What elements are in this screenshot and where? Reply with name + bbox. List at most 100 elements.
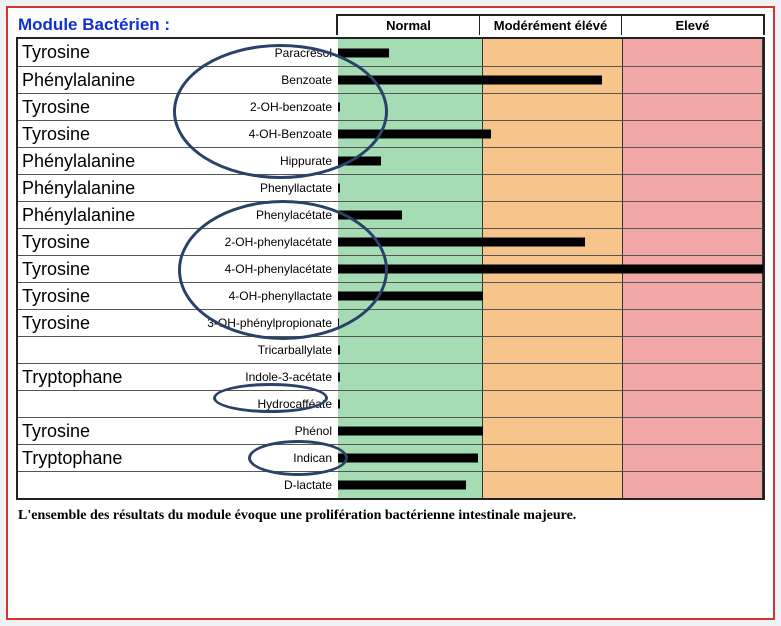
- row-bars: [338, 418, 763, 444]
- zone: [483, 121, 623, 147]
- zone: [623, 445, 763, 471]
- row-label: 4-OH-phenylacétate: [173, 256, 338, 282]
- row-prefix: Tyrosine: [18, 418, 173, 444]
- value-bar: [338, 400, 340, 409]
- zone: [338, 310, 483, 336]
- zone: [623, 472, 763, 498]
- data-row: TryptophaneIndole-3-acétate: [18, 363, 763, 390]
- data-row: Tyrosine3-OH-phénylpropionate: [18, 309, 763, 336]
- row-label: Indican: [173, 445, 338, 471]
- value-bar: [338, 427, 483, 436]
- value-bar: [338, 157, 381, 166]
- value-bar: [338, 373, 340, 382]
- value-bar: [338, 103, 340, 112]
- zone: [483, 364, 623, 390]
- value-bar: [338, 238, 585, 247]
- scale-col-high: Elevé: [622, 16, 763, 35]
- zone: [483, 337, 623, 363]
- data-row: Hydrocafféate: [18, 390, 763, 417]
- row-label: Phenyllactate: [173, 175, 338, 201]
- value-bar: [338, 481, 466, 490]
- zone: [338, 175, 483, 201]
- row-prefix: Tryptophane: [18, 364, 173, 390]
- data-row: TyrosineParacresol: [18, 39, 763, 66]
- row-prefix: Tyrosine: [18, 283, 173, 309]
- data-row: Tyrosine4-OH-phenyllactate: [18, 282, 763, 309]
- row-label: Tricarballylate: [173, 337, 338, 363]
- row-prefix: Phénylalanine: [18, 67, 173, 93]
- row-prefix: Phénylalanine: [18, 148, 173, 174]
- row-bars: [338, 202, 763, 228]
- row-prefix: [18, 391, 173, 417]
- row-bars: [338, 364, 763, 390]
- zone: [623, 148, 763, 174]
- row-bars: [338, 337, 763, 363]
- row-label: Hydrocafféate: [173, 391, 338, 417]
- rows-container: TyrosineParacresolPhénylalanineBenzoateT…: [16, 37, 765, 500]
- zone: [483, 39, 623, 66]
- value-bar: [338, 48, 389, 57]
- row-prefix: Tyrosine: [18, 39, 173, 66]
- zone: [483, 175, 623, 201]
- row-bars: [338, 39, 763, 66]
- row-prefix: Tyrosine: [18, 229, 173, 255]
- value-bar: [338, 211, 402, 220]
- report-frame: Module Bactérien : Normal Modérément élé…: [6, 6, 775, 620]
- zone: [623, 175, 763, 201]
- row-label: 3-OH-phénylpropionate: [173, 310, 338, 336]
- row-label: Paracresol: [173, 39, 338, 66]
- row-bars: [338, 391, 763, 417]
- zone: [623, 39, 763, 66]
- header-row: Module Bactérien : Normal Modérément élé…: [16, 14, 765, 35]
- zone: [483, 283, 623, 309]
- row-prefix: Tyrosine: [18, 94, 173, 120]
- row-prefix: Tyrosine: [18, 256, 173, 282]
- zone: [338, 337, 483, 363]
- data-row: Tyrosine4-OH-Benzoate: [18, 120, 763, 147]
- row-prefix: [18, 472, 173, 498]
- data-row: TyrosinePhénol: [18, 417, 763, 444]
- value-bar: [338, 184, 340, 193]
- value-bar: [338, 454, 478, 463]
- data-row: PhénylalaninePhenylacétate: [18, 201, 763, 228]
- row-prefix: Tyrosine: [18, 310, 173, 336]
- zone: [483, 148, 623, 174]
- zone: [623, 391, 763, 417]
- value-bar: [338, 76, 602, 85]
- row-bars: [338, 283, 763, 309]
- row-bars: [338, 121, 763, 147]
- row-prefix: Tyrosine: [18, 121, 173, 147]
- row-label: 4-OH-phenyllactate: [173, 283, 338, 309]
- row-bars: [338, 256, 763, 282]
- row-label: D-lactate: [173, 472, 338, 498]
- value-bar: [338, 346, 340, 355]
- data-row: PhénylalaninePhenyllactate: [18, 174, 763, 201]
- zone: [623, 94, 763, 120]
- row-label: 4-OH-Benzoate: [173, 121, 338, 147]
- zone: [623, 283, 763, 309]
- zone: [483, 94, 623, 120]
- row-bars: [338, 445, 763, 471]
- row-bars: [338, 148, 763, 174]
- value-bar: [338, 292, 483, 301]
- scale-col-normal: Normal: [338, 16, 480, 35]
- data-row: PhénylalanineHippurate: [18, 147, 763, 174]
- data-row: Tyrosine2-OH-phenylacétate: [18, 228, 763, 255]
- data-row: Tyrosine2-OH-benzoate: [18, 93, 763, 120]
- row-label: 2-OH-phenylacétate: [173, 229, 338, 255]
- zone: [623, 67, 763, 93]
- row-label: Phenylacétate: [173, 202, 338, 228]
- zone: [623, 337, 763, 363]
- zone: [338, 391, 483, 417]
- row-label: Hippurate: [173, 148, 338, 174]
- row-bars: [338, 472, 763, 498]
- row-bars: [338, 175, 763, 201]
- data-row: D-lactate: [18, 471, 763, 498]
- zone: [483, 310, 623, 336]
- zone: [623, 229, 763, 255]
- zone: [623, 202, 763, 228]
- data-row: Tyrosine4-OH-phenylacétate: [18, 255, 763, 282]
- zone: [623, 310, 763, 336]
- value-bar: [338, 130, 491, 139]
- value-bar: [338, 319, 339, 328]
